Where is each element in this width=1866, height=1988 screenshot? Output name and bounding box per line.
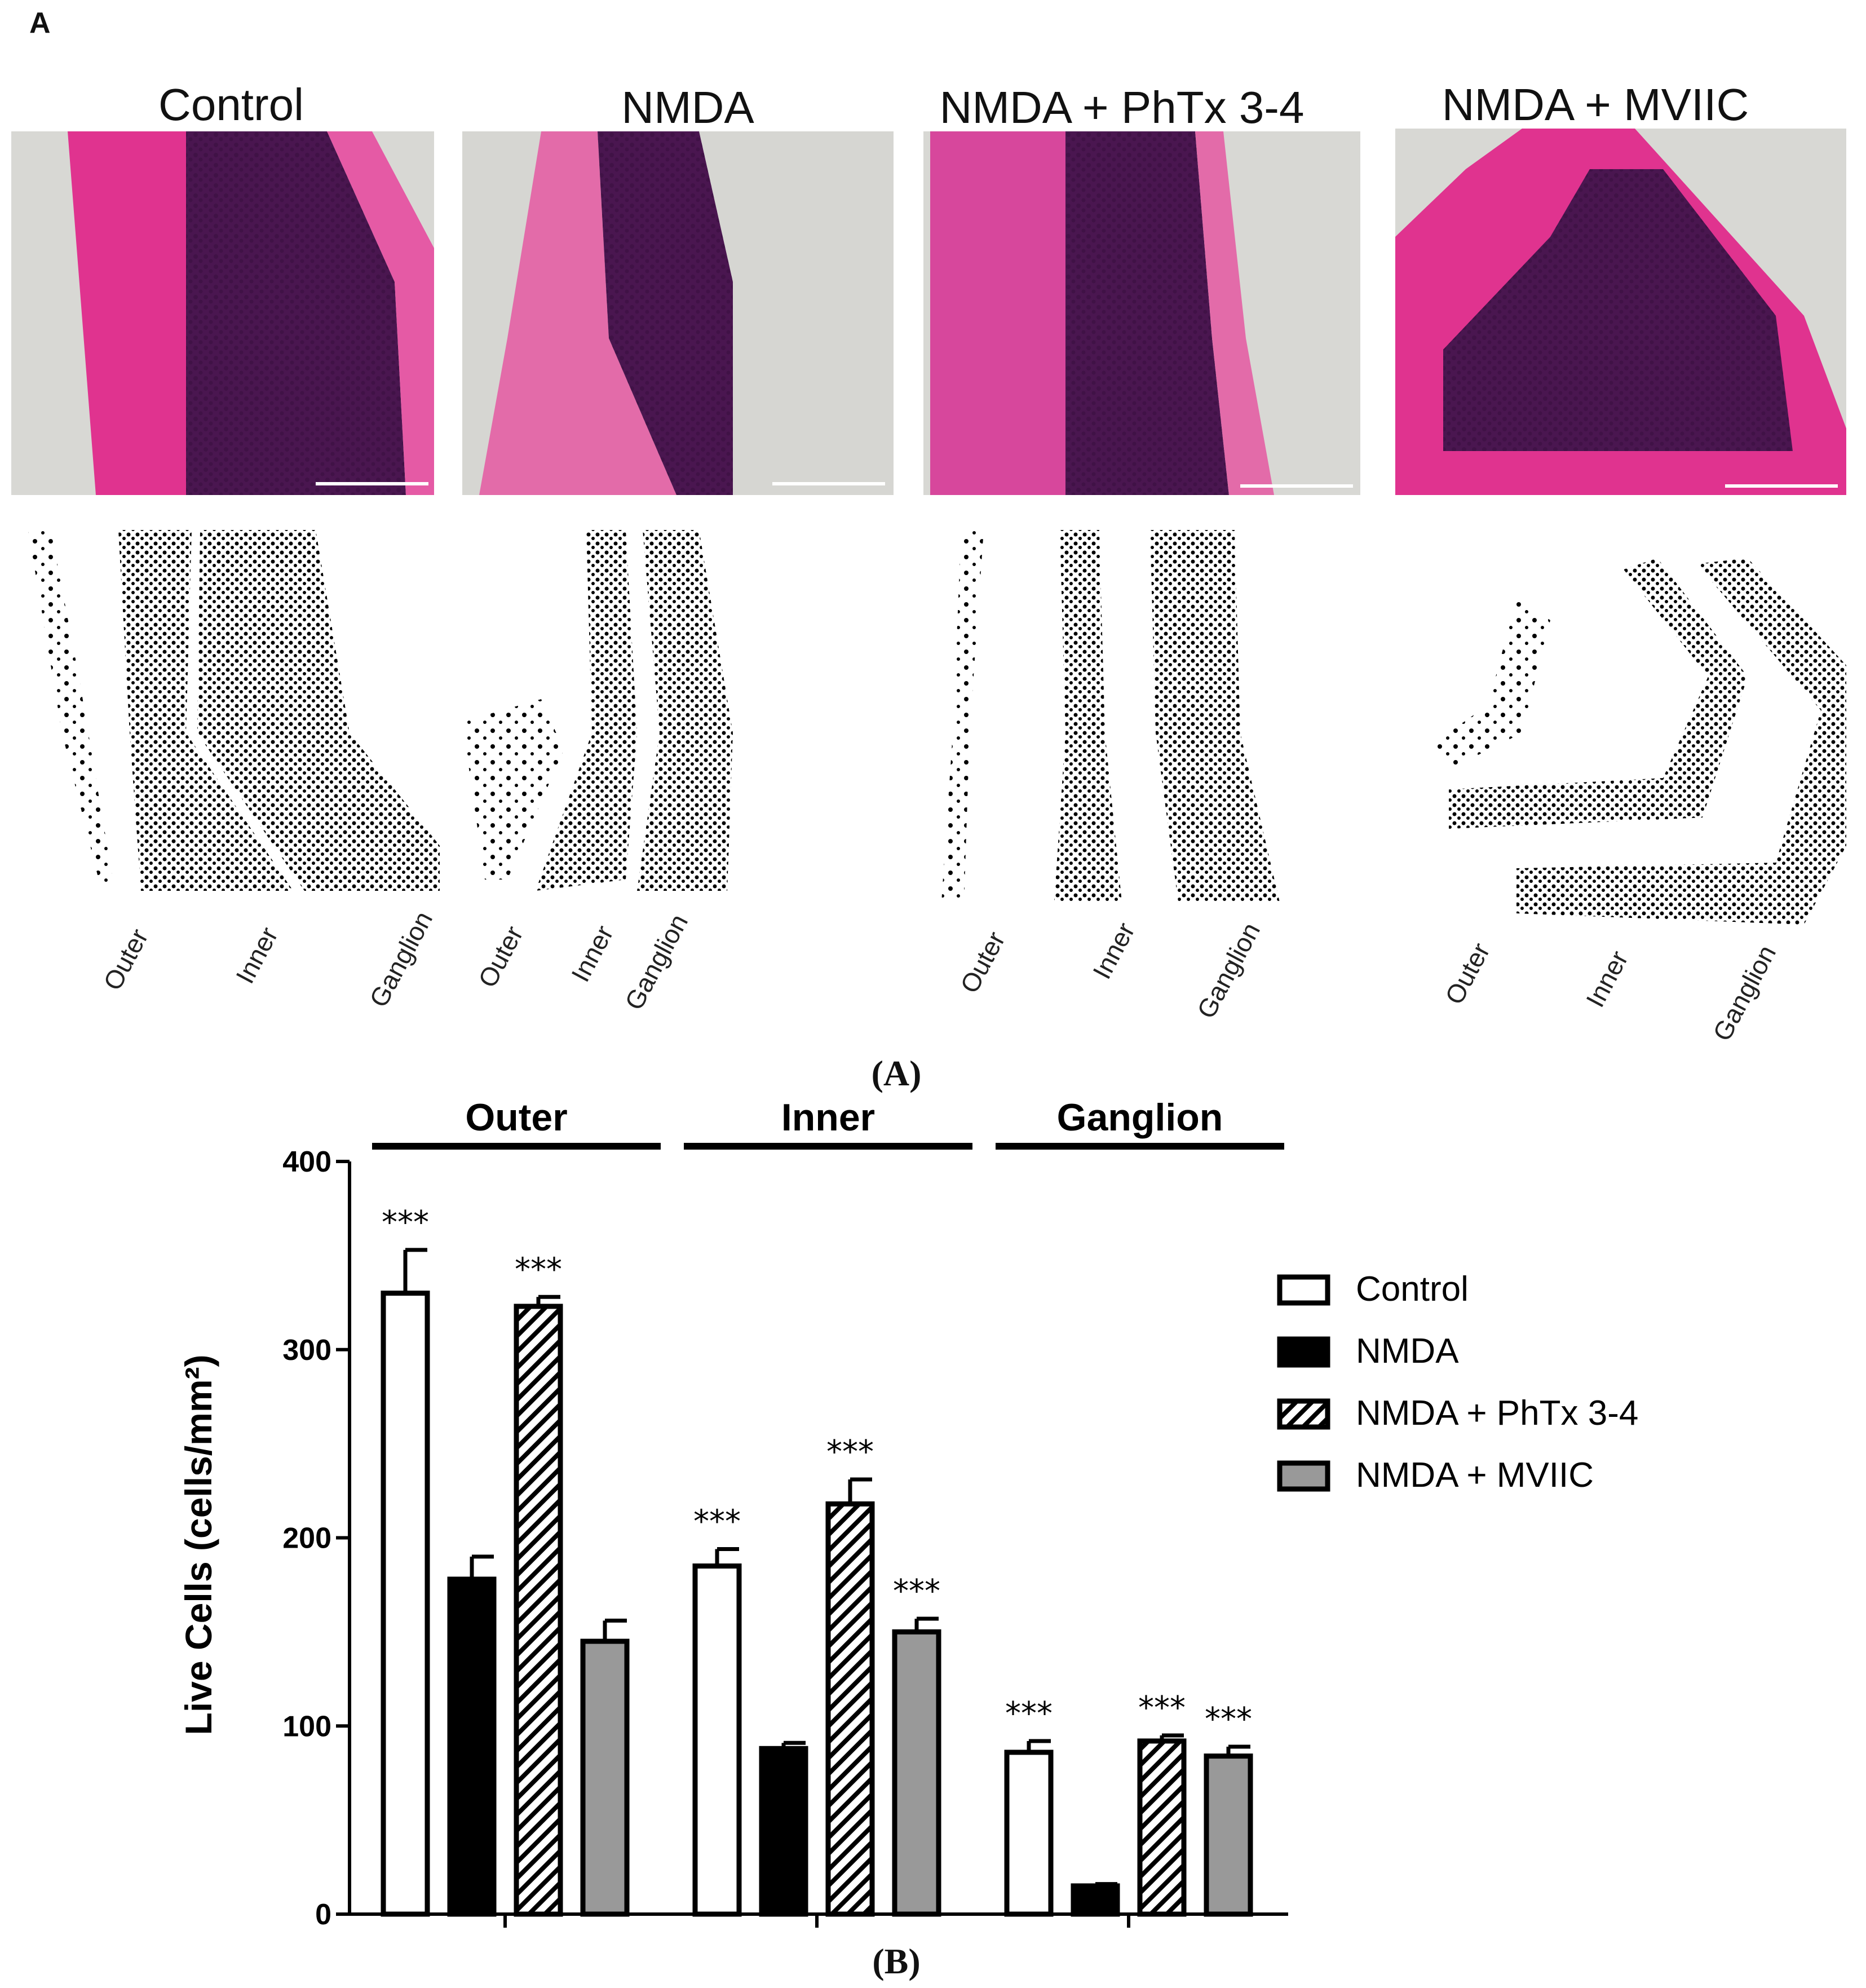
significance-label: *** [1205, 1701, 1252, 1738]
stain-purple-dots [598, 131, 733, 495]
micrograph-nmda-phtx: NMDA + PhTx 3-4 [923, 82, 1360, 495]
legend-label: NMDA + PhTx 3-4 [1356, 1394, 1638, 1433]
category-headers: Outer Inner Ganglion [372, 1096, 1284, 1150]
binary-outer-layer [462, 699, 564, 880]
binary-inner-layer [1054, 530, 1122, 902]
y-axis: 0 100 200 300 400 [282, 1146, 351, 1931]
legend: Control NMDA NMDA + PhTx 3-4 NMDA + MVIIC [1277, 1270, 1638, 1495]
significance-label: *** [1138, 1690, 1186, 1726]
legend-swatch [1277, 1398, 1330, 1430]
bar [447, 1576, 497, 1917]
y-tick-label: 200 [282, 1522, 331, 1555]
layer-label: Inner [565, 921, 619, 987]
layer-label: Ganglion [1707, 940, 1781, 1046]
stain-pink-band [68, 131, 186, 495]
significance-label: *** [693, 1504, 741, 1540]
y-tick-label: 300 [282, 1334, 331, 1367]
legend-label: NMDA [1356, 1332, 1459, 1371]
stain-purple-dots [1065, 131, 1229, 495]
bar [825, 1501, 875, 1917]
panel-a-letter: A [29, 7, 51, 39]
layer-label: Outer [954, 927, 1011, 998]
bar [514, 1304, 563, 1917]
x-axis [350, 1912, 1288, 1928]
layer-label: Outer [98, 924, 154, 995]
bars: *** *** *** *** *** *** *** *** [381, 1204, 1253, 1917]
bar [892, 1629, 941, 1917]
significance-label: *** [893, 1573, 940, 1610]
bar [580, 1638, 630, 1917]
significance-label: *** [826, 1434, 874, 1470]
bar [1204, 1753, 1253, 1917]
micrograph-nmda-mviic: NMDA + MVIIC [1395, 79, 1846, 495]
layer-label: Inner [1087, 918, 1140, 984]
binary-ganglion-layer [1516, 558, 1846, 925]
binary-ganglion-layer [197, 530, 440, 891]
binary-nmda: Outer Inner Ganglion [462, 530, 733, 1015]
bar [381, 1291, 430, 1917]
stain-purple-dots [186, 131, 406, 495]
stain-pink-band [479, 131, 676, 495]
bar [1137, 1738, 1187, 1917]
binary-ganglion-layer [1150, 530, 1280, 902]
binary-control: Outer Inner Ganglion [28, 530, 440, 1012]
layer-label: Inner [1580, 946, 1634, 1012]
significance-label: *** [382, 1204, 429, 1241]
binary-nmda-phtx: Outer Inner Ganglion [941, 530, 1280, 1023]
panel-a-caption: (A) [872, 1053, 922, 1093]
binary-inner-layer [536, 530, 637, 891]
bar [1004, 1750, 1054, 1917]
legend-swatch [1277, 1274, 1330, 1306]
layer-label: Ganglion [619, 909, 693, 1015]
layer-label: Ganglion [1191, 918, 1266, 1023]
binary-inner-layer [118, 530, 293, 891]
stain-purple-dots [1443, 169, 1793, 451]
y-axis-label: Live Cells (cells/mm²) [178, 1355, 219, 1735]
bar [1071, 1883, 1120, 1917]
micrograph-title: NMDA [621, 82, 754, 132]
binary-ganglion-layer [637, 530, 733, 891]
y-tick-label: 100 [282, 1710, 331, 1743]
legend-label: Control [1356, 1270, 1469, 1309]
significance-label: *** [1005, 1695, 1053, 1732]
stain-edge-pink [1195, 131, 1274, 495]
binary-nmda-mviic: Outer Inner Ganglion [1432, 558, 1846, 1046]
legend-label: NMDA + MVIIC [1356, 1456, 1594, 1495]
category-label: Outer [465, 1096, 567, 1139]
micrograph-control: Control [11, 79, 434, 495]
legend-swatch [1277, 1460, 1330, 1492]
bar [759, 1746, 808, 1917]
panel-b-caption: (B) [872, 1941, 920, 1981]
y-tick-label: 0 [315, 1898, 331, 1931]
micrograph-title: Control [158, 79, 304, 130]
category-label: Ganglion [1057, 1096, 1223, 1139]
micrograph-title: NMDA + PhTx 3-4 [940, 82, 1305, 132]
layer-label: Inner [230, 922, 284, 988]
legend-swatch [1277, 1336, 1330, 1368]
micrograph-nmda: NMDA [462, 82, 894, 495]
significance-label: *** [515, 1251, 562, 1288]
y-tick-label: 400 [282, 1146, 331, 1178]
layer-label: Outer [472, 921, 529, 992]
micrograph-title: NMDA + MVIIC [1442, 79, 1749, 130]
binary-outer-layer [28, 530, 113, 891]
binary-outer-layer [1432, 598, 1550, 767]
stain-pink-band [930, 131, 1065, 495]
binary-inner-layer [1449, 558, 1748, 829]
binary-outer-layer [941, 530, 984, 902]
category-label: Inner [781, 1096, 875, 1139]
bar [692, 1563, 742, 1917]
stain-edge-pink [327, 131, 434, 495]
layer-label: Outer [1439, 938, 1496, 1009]
layer-label: Ganglion [364, 907, 438, 1012]
